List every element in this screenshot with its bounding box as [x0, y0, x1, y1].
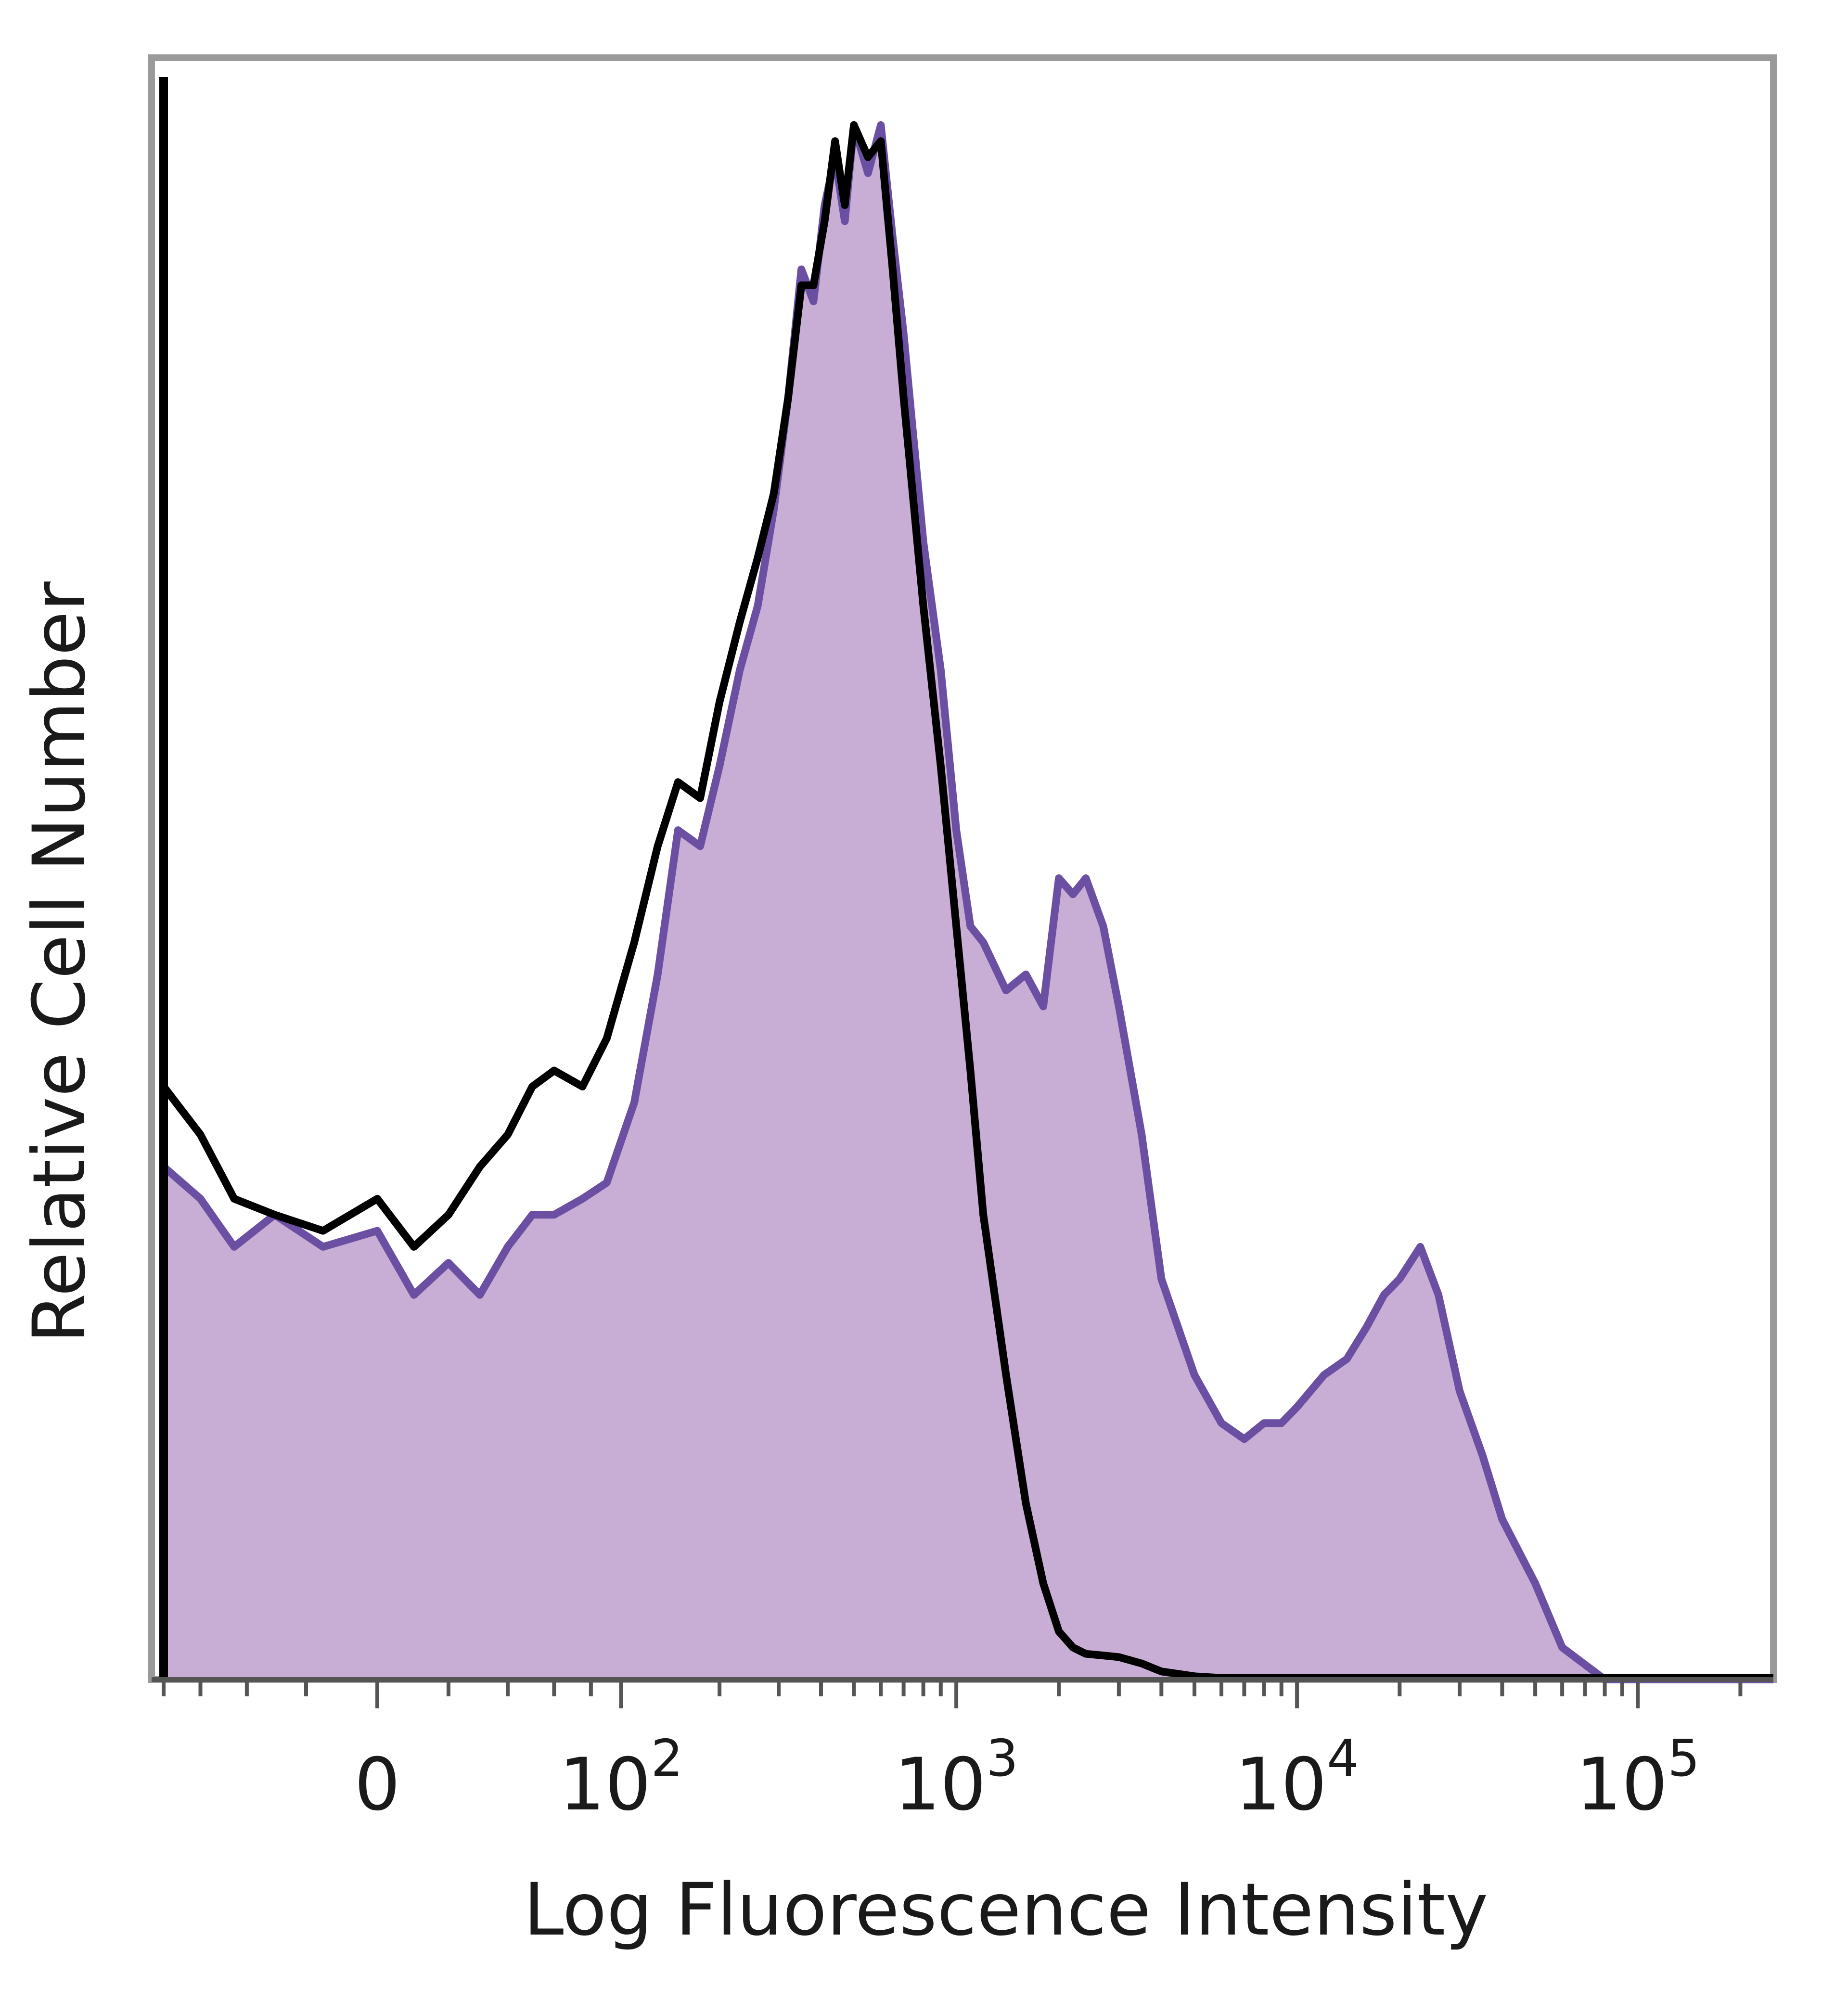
y-axis-title: Relative Cell Number: [18, 581, 102, 1344]
x-tick-label: 0: [354, 1743, 400, 1827]
series-filled-outline: [161, 121, 1773, 1683]
series-layer: [160, 121, 1773, 1683]
x-tick-labels: 0 102 103 104 105: [354, 1729, 1700, 1827]
x-tick-marks: [162, 1679, 1743, 1708]
x-tick-label: 105: [1576, 1729, 1700, 1827]
x-tick-label: 104: [1235, 1729, 1359, 1827]
x-tick-label: 102: [559, 1729, 683, 1827]
x-tick-label: 103: [894, 1729, 1018, 1827]
series-filled-area: [164, 125, 1773, 1680]
x-axis-title: Log Fluorescence Intensity: [524, 1868, 1488, 1952]
